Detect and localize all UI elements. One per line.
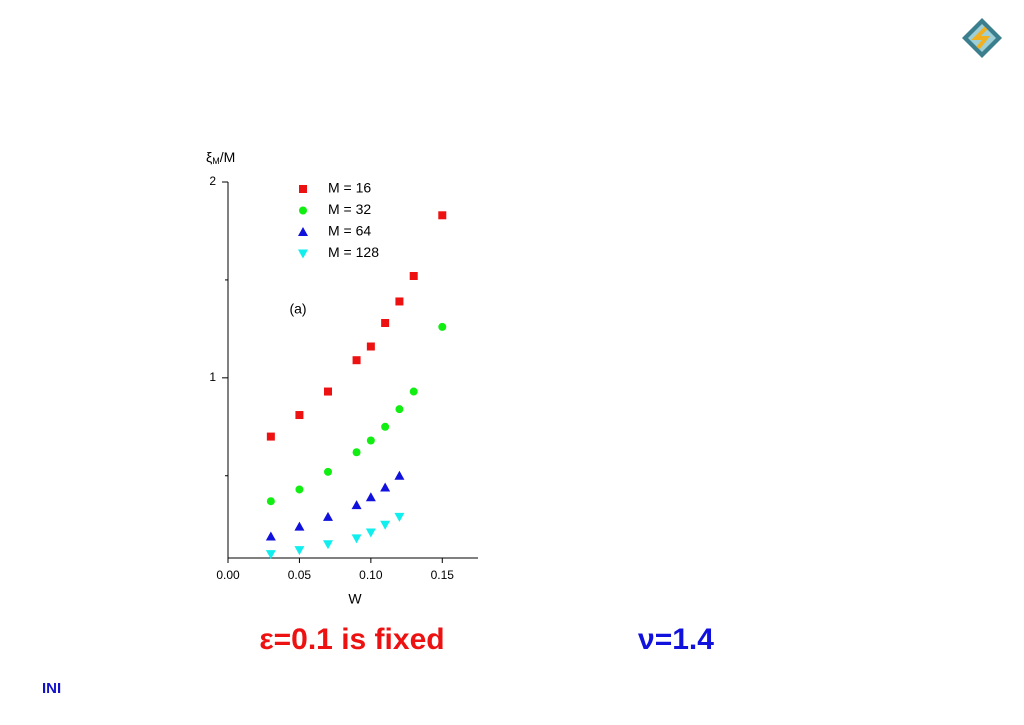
legend-label: M = 128 — [328, 244, 379, 260]
x-axis-label: W — [348, 591, 362, 607]
legend-marker — [299, 185, 307, 193]
epsilon-note: ε=0.1 is fixed — [259, 623, 444, 656]
point — [351, 500, 362, 510]
point — [323, 540, 333, 550]
legend-marker — [298, 249, 308, 259]
point — [395, 405, 404, 414]
y-axis-label: ξM/M — [206, 149, 235, 167]
point — [366, 342, 375, 351]
point — [266, 497, 275, 506]
footer: INI — [42, 680, 61, 697]
point — [324, 467, 332, 476]
point — [381, 422, 390, 431]
legend-label: M = 64 — [328, 223, 371, 239]
point — [394, 512, 405, 522]
point — [380, 482, 391, 492]
legend-label: M = 32 — [328, 201, 371, 217]
x-tick-label: 0.10 — [359, 568, 383, 582]
point — [294, 521, 305, 531]
point — [295, 485, 304, 494]
y-tick-label: 2 — [209, 174, 216, 188]
point — [365, 492, 376, 502]
legend-marker — [298, 227, 308, 236]
legend-label: M = 16 — [328, 180, 371, 196]
annotation: (a) — [289, 301, 306, 317]
point — [294, 546, 305, 556]
nu-note: ν=1.4 — [638, 623, 714, 656]
legend-marker — [299, 206, 307, 215]
y-tick-label: 1 — [209, 370, 216, 384]
point — [438, 211, 447, 220]
point — [351, 534, 362, 544]
point — [352, 448, 361, 457]
point — [324, 387, 332, 396]
point — [394, 470, 405, 480]
point — [265, 531, 276, 541]
point — [438, 322, 447, 331]
point — [365, 528, 376, 538]
point — [380, 520, 391, 530]
point — [266, 432, 275, 441]
x-tick-label: 0.00 — [216, 568, 240, 582]
point — [295, 411, 304, 420]
logo — [962, 18, 1002, 58]
point — [409, 272, 418, 280]
point — [381, 319, 390, 327]
point — [366, 436, 375, 445]
point — [395, 297, 404, 306]
point — [352, 356, 361, 365]
x-tick-label: 0.05 — [288, 568, 312, 582]
point — [265, 550, 276, 560]
point — [409, 387, 418, 396]
x-tick-label: 0.15 — [431, 568, 455, 582]
point — [323, 511, 333, 521]
